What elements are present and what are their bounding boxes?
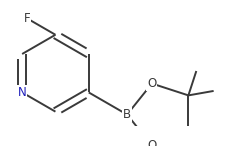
Text: F: F [24, 12, 31, 25]
Text: N: N [18, 86, 27, 99]
Text: O: O [147, 77, 156, 90]
Text: B: B [123, 108, 131, 121]
Text: O: O [147, 139, 156, 146]
